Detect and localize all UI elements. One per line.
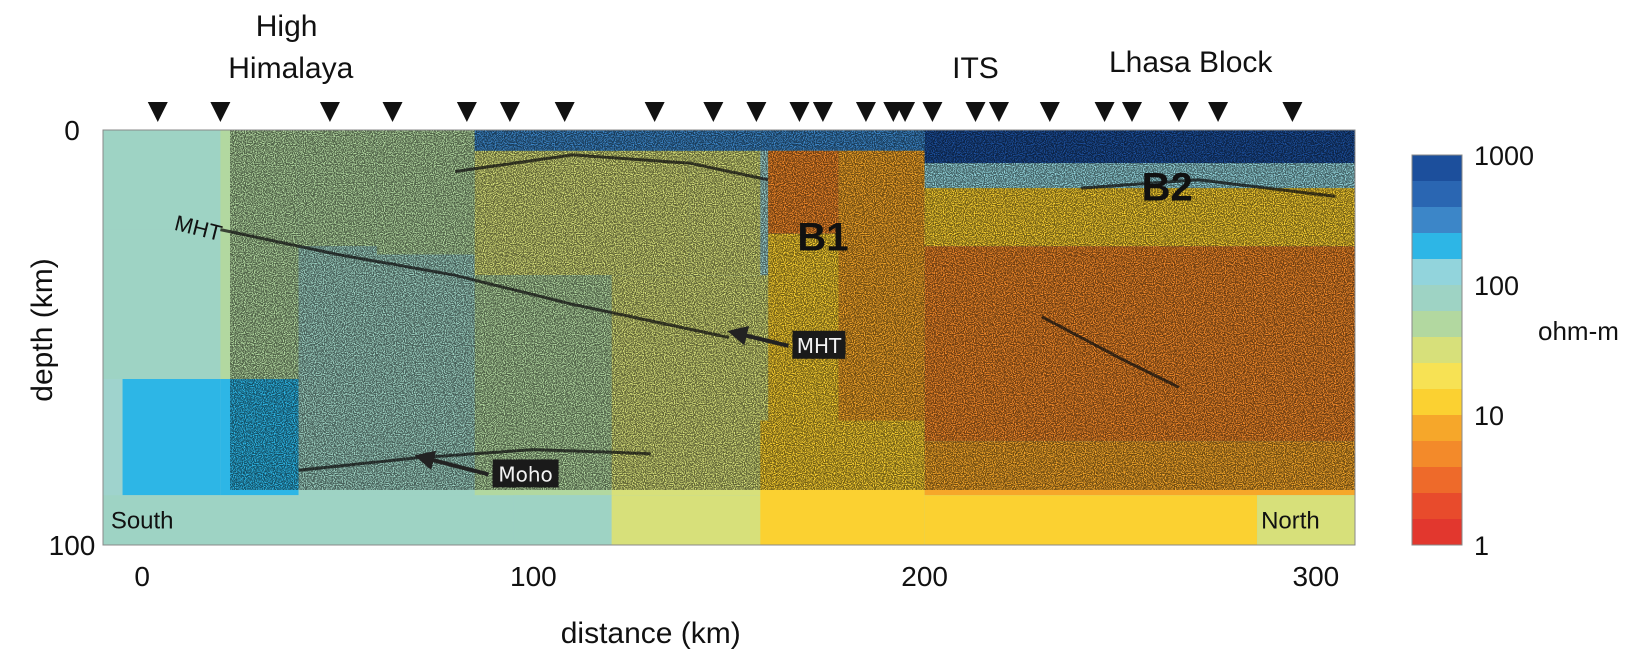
reflector-mht [220, 228, 730, 339]
station-markers [147, 102, 1303, 122]
station-marker-18 [1039, 102, 1060, 122]
colorbar-segment-5 [1412, 285, 1462, 312]
colorbar-segment-2 [1412, 207, 1462, 234]
region-label-himalaya: Himalaya [228, 52, 353, 85]
station-marker-8 [703, 102, 724, 122]
station-marker-22 [1208, 102, 1229, 122]
station-marker-11 [812, 102, 833, 122]
resistivity-cell-6 [220, 495, 299, 545]
colorbar-segment-8 [1412, 363, 1462, 390]
region-label-high: High [256, 10, 318, 43]
x-tick-label-3: 300 [1293, 561, 1340, 592]
y-tick-label-1: 100 [49, 530, 96, 561]
colorbar-segment-14 [1412, 519, 1462, 546]
reflector-moho [298, 448, 651, 472]
plot-area [103, 130, 1355, 545]
colorbar-tick-label-1: 100 [1474, 271, 1519, 301]
resistivity-cell-3 [103, 495, 221, 545]
y-axis-title: depth (km) [26, 258, 59, 401]
colorbar-segment-7 [1412, 337, 1462, 364]
annotation-mht-3-arrow [727, 325, 789, 348]
resistivity-cell-0 [103, 130, 221, 230]
region-label-high-himalaya: High Himalaya [228, 10, 353, 85]
station-marker-6 [554, 102, 575, 122]
resistivity-cell-29 [924, 495, 1258, 545]
station-marker-20 [1121, 102, 1142, 122]
station-marker-16 [965, 102, 986, 122]
annotation-mht-3-box [792, 330, 846, 359]
colorbar-unit-label: ohm-m [1538, 316, 1619, 346]
station-marker-10 [789, 102, 810, 122]
colorbar-tick-label-3: 1 [1474, 531, 1489, 561]
y-tick-label-0: 0 [64, 115, 80, 146]
seismic-reflectors [220, 153, 1336, 472]
annotation-moho-4-arrow [414, 450, 490, 477]
colorbar-segment-1 [1412, 181, 1462, 208]
resistivity-cell-2 [122, 379, 221, 496]
station-marker-9 [746, 102, 767, 122]
reflector-north-dipping [1041, 315, 1180, 389]
annotation-north-6: North [1261, 507, 1320, 534]
station-marker-1 [210, 102, 231, 122]
resistivity-cell-16 [611, 495, 769, 545]
colorbar-segment-10 [1412, 415, 1462, 442]
x-tick-label-2: 200 [901, 561, 948, 592]
station-marker-5 [499, 102, 520, 122]
colorbar: 1000 100 10 1 [1411, 141, 1534, 561]
x-tick-label-1: 100 [510, 561, 557, 592]
colorbar-tick-label-0: 1000 [1474, 141, 1534, 171]
station-marker-2 [319, 102, 340, 122]
station-marker-7 [644, 102, 665, 122]
region-label-lhasa-block: Lhasa Block [1109, 46, 1273, 79]
resistivity-cell-30 [1257, 495, 1355, 545]
reflector-shallow-north [1080, 178, 1336, 198]
station-marker-12 [855, 102, 876, 122]
colorbar-segment-4 [1412, 259, 1462, 286]
region-label-its: ITS [952, 52, 999, 85]
station-marker-4 [456, 102, 477, 122]
x-tick-label-0: 0 [134, 561, 150, 592]
station-marker-19 [1094, 102, 1115, 122]
colorbar-segment-11 [1412, 441, 1462, 468]
colorbar-segment-9 [1412, 389, 1462, 416]
x-axis-title: distance (km) [561, 617, 741, 650]
annotation-moho-4: Moho [498, 462, 552, 486]
station-marker-0 [147, 102, 168, 122]
station-marker-17 [988, 102, 1009, 122]
reflector-upper-crust [454, 153, 769, 182]
annotation-moho-4-box [492, 459, 559, 488]
seismic-speckle-overlay [230, 130, 1355, 490]
resistivity-cell-14 [513, 495, 612, 545]
colorbar-segment-0 [1412, 155, 1462, 182]
colorbar-segment-3 [1412, 233, 1462, 260]
colorbar-tick-label-2: 10 [1474, 401, 1504, 431]
station-marker-3 [382, 102, 403, 122]
station-marker-15 [922, 102, 943, 122]
station-marker-21 [1168, 102, 1189, 122]
annotation-south-5: South [111, 507, 174, 534]
colorbar-segment-12 [1412, 467, 1462, 494]
colorbar-segment-13 [1412, 493, 1462, 520]
resistivity-cell-9 [298, 495, 514, 545]
annotation-mht-3: MHT [797, 334, 842, 358]
resistivity-cell-1 [103, 229, 221, 379]
plot-frame [102, 129, 1356, 546]
annotation-b2-2: B2 [1142, 166, 1193, 210]
station-marker-14 [895, 102, 916, 122]
annotation-b1-1: B1 [797, 215, 848, 259]
region-labels: High Himalaya ITS Lhasa Block [228, 10, 1273, 85]
axes: 0 100 200 300 0 100 [49, 115, 1340, 592]
colorbar-segment-6 [1412, 311, 1462, 338]
colorbar-frame [1411, 154, 1463, 546]
station-marker-23 [1282, 102, 1303, 122]
